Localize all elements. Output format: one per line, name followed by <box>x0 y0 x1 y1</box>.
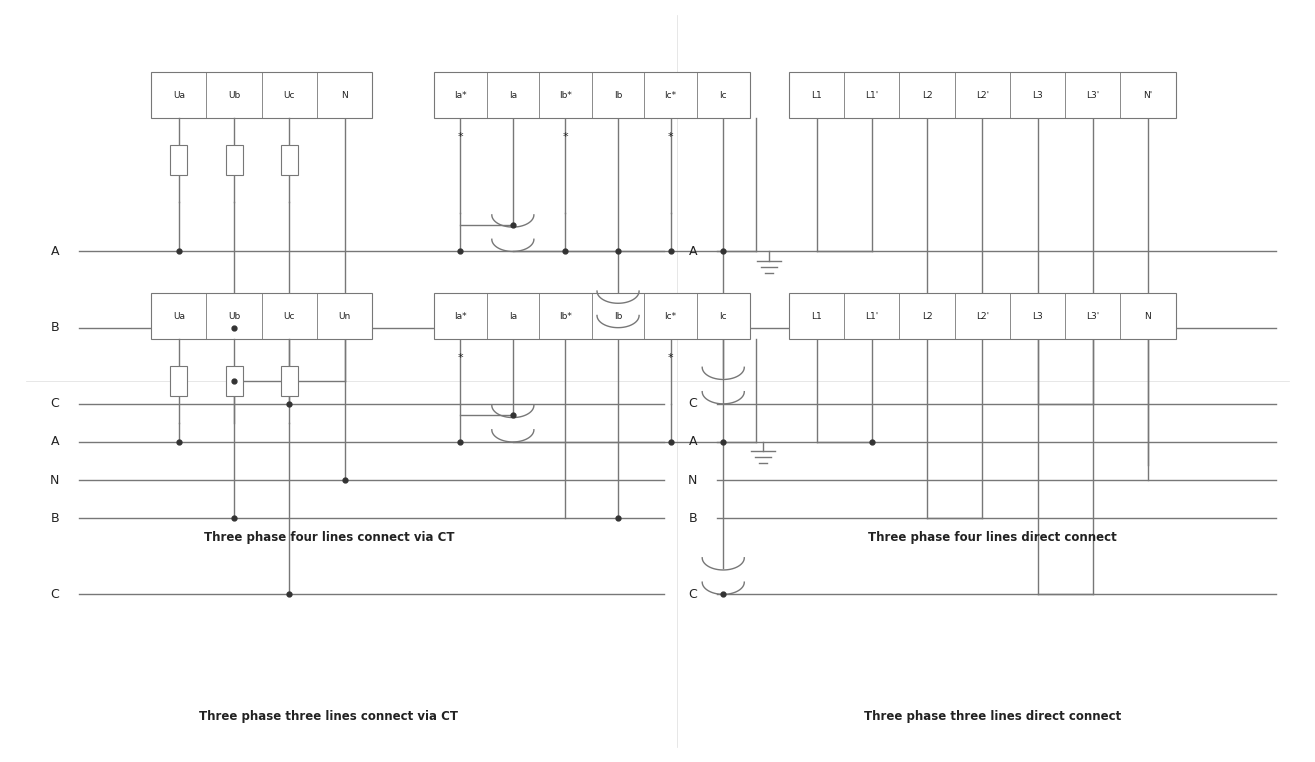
Text: Ub: Ub <box>227 91 241 100</box>
Text: Ub: Ub <box>227 312 241 321</box>
Text: N: N <box>341 91 348 100</box>
Text: L1: L1 <box>811 312 822 321</box>
Text: L1': L1' <box>865 91 878 100</box>
Text: L3: L3 <box>1032 91 1043 100</box>
Bar <box>281 366 299 396</box>
Text: N': N' <box>1143 91 1153 100</box>
Text: L2: L2 <box>922 91 932 100</box>
Text: C: C <box>688 588 697 601</box>
Text: *: * <box>668 132 673 142</box>
Text: A: A <box>51 435 59 449</box>
Bar <box>789 72 1176 118</box>
Text: Ic: Ic <box>719 91 727 100</box>
Text: A: A <box>51 245 59 258</box>
Text: Uc: Uc <box>284 312 295 321</box>
Text: Uc: Uc <box>284 91 295 100</box>
Text: A: A <box>689 245 697 258</box>
Text: B: B <box>688 511 697 525</box>
Text: Ib: Ib <box>614 91 622 100</box>
Bar <box>226 145 242 175</box>
Text: L2: L2 <box>922 312 932 321</box>
Text: Three phase three lines connect via CT: Three phase three lines connect via CT <box>200 709 458 723</box>
Text: L2': L2' <box>976 91 989 100</box>
Text: C: C <box>50 588 59 601</box>
Text: A: A <box>689 435 697 449</box>
Text: *: * <box>458 353 463 363</box>
Bar <box>434 293 750 339</box>
Text: L3': L3' <box>1086 312 1099 321</box>
Text: B: B <box>688 321 697 335</box>
Text: Ic*: Ic* <box>664 312 677 321</box>
Text: Ic*: Ic* <box>664 91 677 100</box>
Text: Ua: Ua <box>172 91 185 100</box>
Bar <box>226 366 242 396</box>
Text: *: * <box>563 132 568 142</box>
Text: Ib*: Ib* <box>559 91 572 100</box>
Text: Ia: Ia <box>509 312 517 321</box>
Text: L3: L3 <box>1032 312 1043 321</box>
Text: *: * <box>458 132 463 142</box>
Text: *: * <box>668 353 673 363</box>
Text: N: N <box>50 473 59 487</box>
Text: Ib: Ib <box>614 312 622 321</box>
Bar <box>434 72 750 118</box>
Text: Ia*: Ia* <box>454 91 467 100</box>
Bar <box>151 72 372 118</box>
Bar <box>789 293 1176 339</box>
Text: Three phase three lines direct connect: Three phase three lines direct connect <box>864 709 1122 723</box>
Text: Ia: Ia <box>509 91 517 100</box>
Text: L1': L1' <box>865 312 878 321</box>
Text: L1: L1 <box>811 91 822 100</box>
Text: Ua: Ua <box>172 312 185 321</box>
Text: Un: Un <box>338 312 351 321</box>
Text: Three phase four lines connect via CT: Three phase four lines connect via CT <box>204 530 454 544</box>
Text: Three phase four lines direct connect: Three phase four lines direct connect <box>868 530 1118 544</box>
Text: L2': L2' <box>976 312 989 321</box>
Text: C: C <box>688 397 697 411</box>
Text: L3': L3' <box>1086 91 1099 100</box>
Bar <box>171 366 188 396</box>
Bar <box>151 293 372 339</box>
Bar <box>171 145 188 175</box>
Bar <box>281 145 299 175</box>
Text: Ib*: Ib* <box>559 312 572 321</box>
Text: B: B <box>50 511 59 525</box>
Text: B: B <box>50 321 59 335</box>
Text: Ic: Ic <box>719 312 727 321</box>
Text: N: N <box>1144 312 1152 321</box>
Text: C: C <box>50 397 59 411</box>
Text: Ia*: Ia* <box>454 312 467 321</box>
Text: N: N <box>688 473 697 487</box>
